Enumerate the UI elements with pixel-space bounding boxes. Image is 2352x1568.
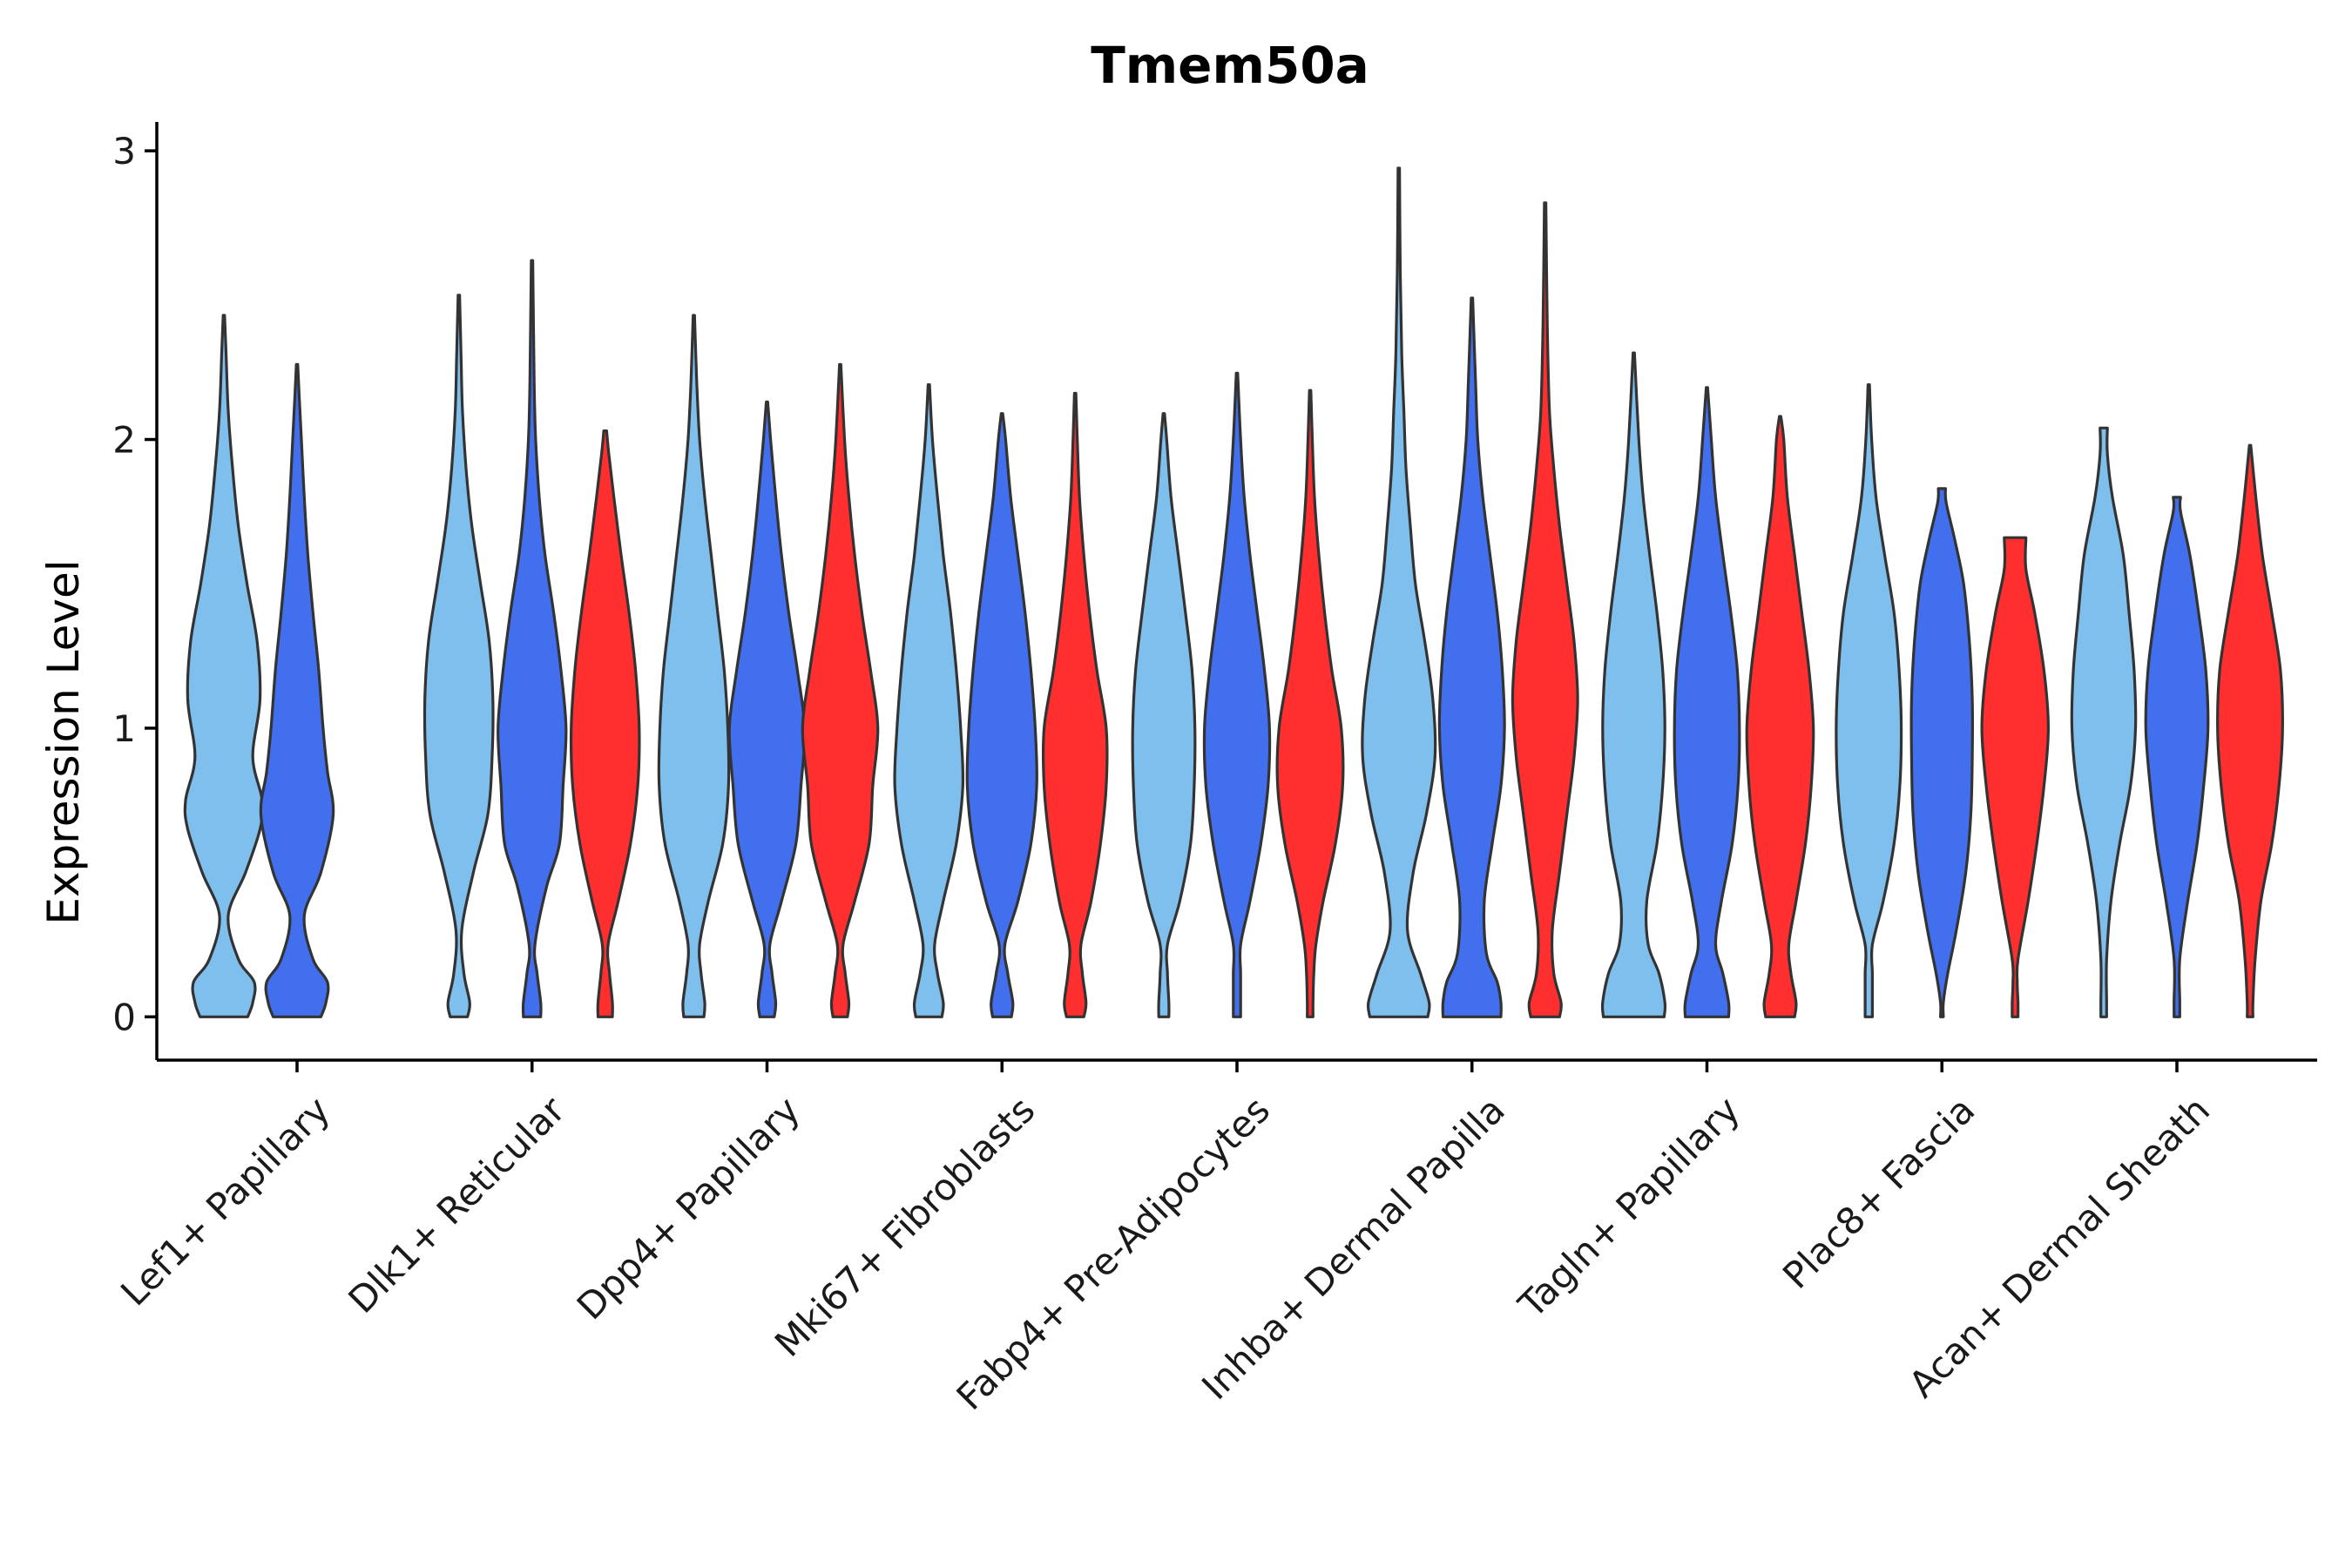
y-axis: 0 1 2 3 bbox=[112, 122, 159, 1060]
violin-2-2 bbox=[497, 259, 568, 1018]
violin-5-1 bbox=[1131, 412, 1197, 1018]
x-tick-label: Dlk1+ Reticular bbox=[340, 1088, 573, 1321]
violin-9-2 bbox=[2144, 496, 2210, 1018]
y-tick-label: 3 bbox=[112, 130, 136, 172]
violin-3-2 bbox=[727, 400, 807, 1018]
violin-1-2 bbox=[259, 362, 335, 1018]
y-tick-label: 0 bbox=[112, 996, 136, 1038]
violin-9-1 bbox=[2070, 426, 2138, 1018]
x-tick-label: Mki67+ Fibroblasts bbox=[767, 1088, 1043, 1364]
violin-4-2 bbox=[965, 412, 1038, 1018]
violin-8-3 bbox=[1980, 536, 2050, 1018]
violin-9-3 bbox=[2216, 443, 2284, 1018]
x-tick-label: Dpp4+ Papillary bbox=[569, 1088, 808, 1328]
chart-title: Tmem50a bbox=[1091, 36, 1369, 95]
violin-7-2 bbox=[1673, 386, 1741, 1018]
violin-3-1 bbox=[657, 314, 731, 1018]
x-tick-label: Tagln+ Papillary bbox=[1510, 1088, 1747, 1326]
violin-7-1 bbox=[1600, 351, 1667, 1018]
violins-layer bbox=[183, 166, 2284, 1018]
violin-5-2 bbox=[1202, 371, 1272, 1018]
y-tick-label: 2 bbox=[112, 419, 136, 462]
violin-6-2 bbox=[1437, 296, 1506, 1018]
violin-7-3 bbox=[1745, 415, 1815, 1018]
violin-6-1 bbox=[1361, 166, 1437, 1018]
violin-8-1 bbox=[1835, 383, 1903, 1018]
y-tick-label: 1 bbox=[112, 707, 136, 750]
violin-4-3 bbox=[1041, 391, 1109, 1018]
violin-4-1 bbox=[893, 383, 965, 1018]
violin-5-3 bbox=[1275, 389, 1345, 1018]
violin-2-3 bbox=[569, 429, 641, 1018]
violin-1-1 bbox=[183, 314, 265, 1018]
violin-3-3 bbox=[801, 362, 880, 1018]
violin-6-3 bbox=[1511, 201, 1579, 1018]
violin-8-2 bbox=[1909, 487, 1975, 1018]
x-tick-label: Plac8+ Fascia bbox=[1774, 1088, 1983, 1296]
x-tick-label: Lef1+ Papillary bbox=[112, 1088, 338, 1314]
violin-2-1 bbox=[422, 294, 495, 1018]
y-axis-title: Expression Level bbox=[38, 559, 89, 924]
